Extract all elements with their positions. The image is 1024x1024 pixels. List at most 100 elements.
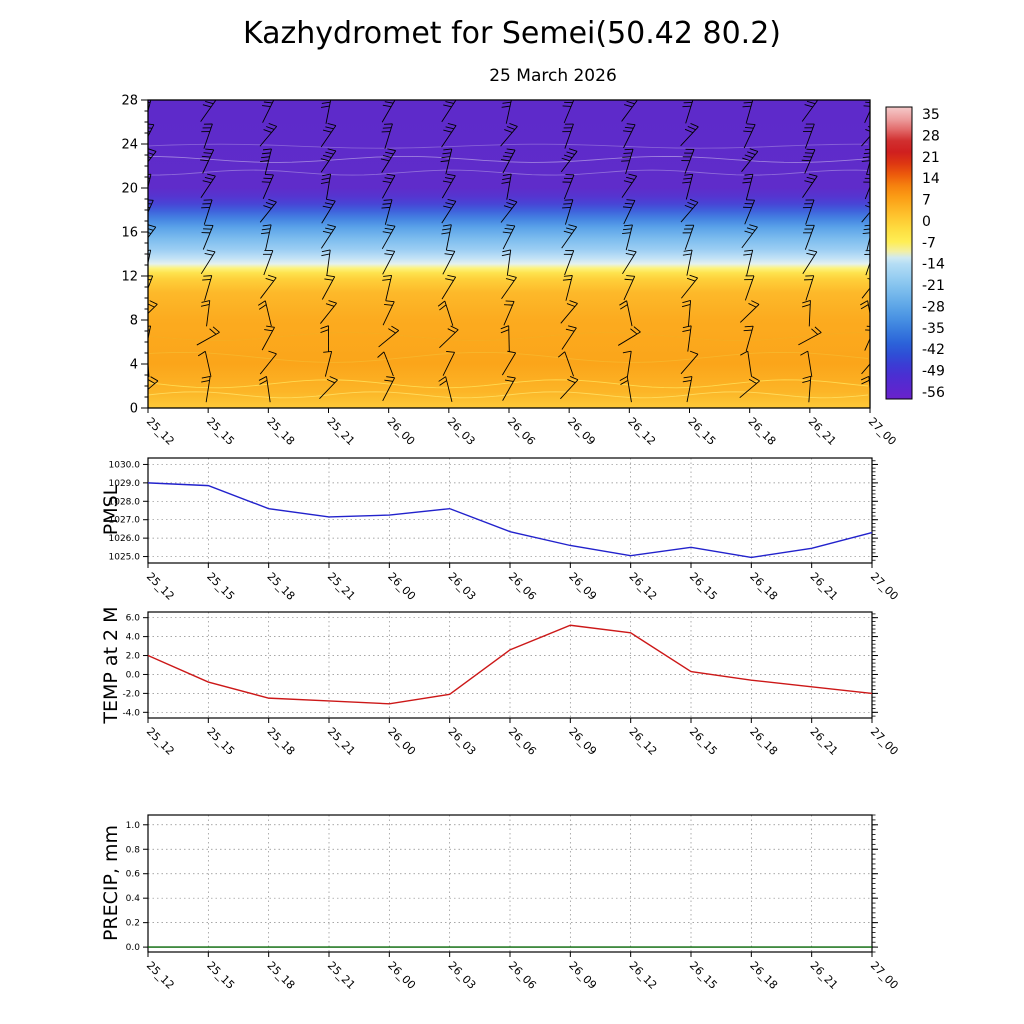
time-tick-label: 27_00 [868,725,901,758]
colorbar-tick-label: -35 [922,321,945,337]
height-tick-label: 12 [121,270,138,285]
contour-line [148,143,868,149]
time-tick-label: 26_03 [446,725,479,758]
time-tick-label: 26_12 [627,725,660,758]
colorbar-tick-label: -7 [922,235,936,251]
time-tick-label: 27_00 [866,415,899,448]
precip-ytick-label: 0.2 [126,919,140,929]
contour-line [148,391,869,399]
contour-line [148,332,869,341]
time-tick-label: 26_06 [506,959,539,992]
height-tick-label: 8 [130,314,138,329]
colorbar: 35 28 21 14 7 0 -7 -14 -21 -28 -35 -42 -49 -56 [885,106,945,401]
time-tick-label: 26_00 [385,415,418,448]
precip-ytick-label: 0.4 [126,894,141,904]
colorbar-tick-label: 28 [922,128,940,144]
colorbar-tick-label: 14 [922,171,940,187]
time-tick-label: 26_12 [625,415,658,448]
time-tick-label: 25_15 [204,959,237,992]
time-tick-label: 26_18 [747,570,780,603]
pmsl-panel: 1025.0 1026.0 1027.0 1028.0 1029.0 1030.0 25_1… [109,457,901,603]
time-tick-label: 25_18 [265,959,298,992]
time-tick-label: 25_18 [264,415,297,448]
time-tick-label: 26_21 [808,725,841,758]
temp-ytick-label: 0.0 [126,670,141,680]
time-tick-label: 25_21 [325,725,358,758]
time-tick-label: 26_03 [445,415,478,448]
time-tick-label: 26_18 [747,725,780,758]
time-tick-label: 26_18 [747,959,780,992]
precip-ytick-label: 0.6 [126,870,141,880]
pmsl-series-line [147,482,873,559]
time-tick-label: 25_18 [265,725,298,758]
colorbar-tick-label: -28 [922,299,945,315]
temp-ytick-label: -4.0 [122,708,140,718]
time-tick-label: 26_15 [687,725,720,758]
pmsl-ytick-label: 1028.0 [109,497,141,507]
time-tick-label: 26_09 [566,570,599,603]
temp-ytick-label: 2.0 [126,652,141,662]
colorbar-tick-label: 35 [922,107,940,123]
time-tick-label: 26_12 [627,570,660,603]
time-tick-label: 25_12 [144,570,177,603]
height-tick-label: 28 [121,94,138,109]
time-tick-label: 25_12 [144,959,177,992]
precip-ytick-label: 0.0 [126,943,141,953]
colorbar-tick-label: -42 [922,342,945,358]
pmsl-ytick-label: 1026.0 [109,534,141,544]
time-tick-label: 25_12 [144,725,177,758]
colorbar-tick-label: -56 [922,385,945,401]
colorbar-tick-label: 0 [922,214,931,230]
time-tick-label: 25_18 [265,570,298,603]
time-tick-label: 26_00 [385,570,418,603]
colorbar-tick-label: 7 [922,193,931,209]
pmsl-ytick-label: 1025.0 [109,553,141,563]
temp-panel: -4.0 -2.0 0.0 2.0 4.0 6.0 25_12 25_15 25_18 25_21… [122,611,901,758]
temp-ytick-label: -2.0 [122,689,140,699]
time-tick-label: 26_06 [506,570,539,603]
pmsl-ytick-label: 1027.0 [109,516,141,526]
time-tick-label: 26_00 [385,959,418,992]
time-tick-label: 25_21 [325,570,358,603]
time-tick-label: 25_15 [204,725,237,758]
temp-ytick-label: 6.0 [126,614,141,624]
height-tick-label: 0 [130,402,138,417]
time-tick-label: 25_21 [325,959,358,992]
time-tick-label: 26_06 [506,725,539,758]
time-tick-label: 26_21 [808,570,841,603]
figure-subtitle: 25 March 2026 [489,66,617,86]
profile-fill [148,100,870,408]
height-tick-label: 16 [121,226,138,241]
wind-barbs [148,100,870,403]
colorbar-tick-label: 21 [922,150,940,166]
time-tick-label: 26_03 [446,959,479,992]
time-tick-label: 25_12 [144,415,177,448]
time-tick-label: 26_00 [385,725,418,758]
precip-panel: 0.0 0.2 0.4 0.6 0.8 1.0 25_12 25_15 25_18 25_21 26… [126,814,901,992]
time-tick-label: 27_00 [868,959,901,992]
time-tick-label: 26_09 [566,725,599,758]
colorbar-tick-label: -21 [922,278,945,294]
profile-panel: 0 4 8 12 16 20 24 28 25_12 25_15 25_18 25_21 26_00 26… [121,94,898,448]
time-tick-label: 26_03 [446,570,479,603]
time-tick-label: 26_21 [808,959,841,992]
pmsl-ytick-label: 1030.0 [109,460,141,470]
time-tick-label: 27_00 [868,570,901,603]
temp-ytick-label: 4.0 [126,633,141,643]
figure-title: Kazhydromet for Semei(50.42 80.2) [242,16,782,51]
time-tick-label: 25_21 [324,415,357,448]
time-tick-label: 26_12 [627,959,660,992]
precip-ytick-label: 1.0 [126,821,141,831]
time-tick-label: 26_21 [806,415,839,448]
colorbar-tick-label: -49 [922,364,945,380]
time-tick-label: 25_15 [204,570,237,603]
time-tick-label: 26_15 [687,959,720,992]
temp-series-line [147,624,873,705]
height-tick-label: 20 [121,182,138,197]
time-tick-label: 26_09 [565,415,598,448]
time-tick-label: 26_15 [687,570,720,603]
height-tick-label: 4 [130,358,138,373]
time-tick-label: 25_15 [204,415,237,448]
